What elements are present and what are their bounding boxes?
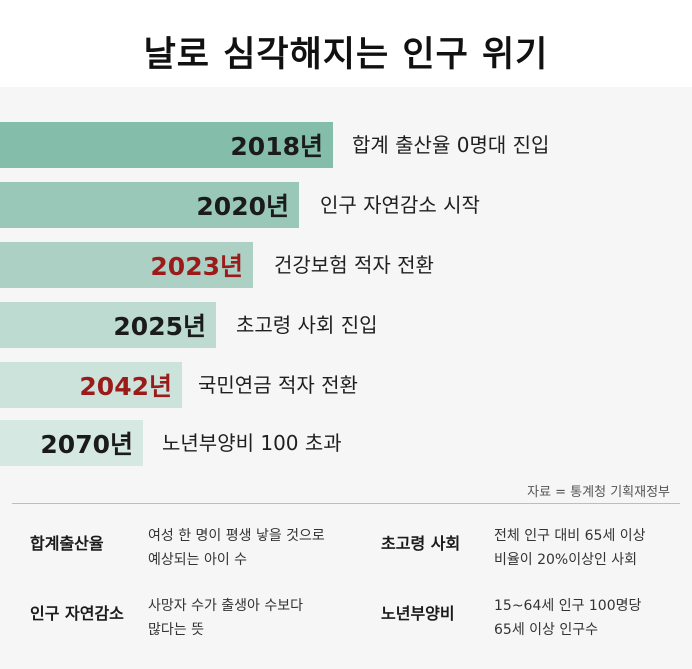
timeline-bar: 2023년 (0, 242, 253, 288)
timeline-bar: 2042년 (0, 362, 182, 408)
glossary-definition-line: 비율이 20%이상인 사회 (494, 552, 638, 568)
timeline-bar: 2070년 (0, 420, 143, 466)
page-title: 날로 심각해지는 인구 위기 (143, 35, 549, 75)
timeline-year: 2070년 (40, 430, 133, 459)
content-panel: 2018년 합계 출산율 0명대 진입 2020년 인구 자연감소 시작 202… (0, 87, 692, 669)
glossary-definition: 여성 한 명이 평생 낳을 것으로 예상되는 아이 수 (148, 524, 325, 572)
glossary-definition-line: 사망자 수가 출생아 수보다 (148, 598, 304, 614)
timeline-event: 합계 출산율 0명대 진입 (352, 133, 550, 157)
glossary-term: 노년부양비 (381, 604, 455, 623)
source-note: 자료 = 통계청 기획재정부 (527, 485, 670, 500)
timeline-year: 2025년 (113, 312, 206, 341)
glossary-term: 합계출산율 (30, 534, 104, 553)
glossary-definition-line: 많다는 뜻 (148, 622, 204, 638)
timeline-year: 2018년 (230, 132, 323, 161)
glossary-definition-line: 여성 한 명이 평생 낳을 것으로 (148, 528, 325, 544)
timeline-event: 인구 자연감소 시작 (320, 193, 480, 217)
glossary-definition-line: 예상되는 아이 수 (148, 552, 248, 568)
glossary-definition: 사망자 수가 출생아 수보다 많다는 뜻 (148, 594, 303, 642)
timeline-bar: 2020년 (0, 182, 299, 228)
glossary-definition-line: 65세 이상 인구수 (494, 622, 598, 638)
timeline-year: 2023년 (150, 252, 243, 281)
glossary-term: 초고령 사회 (381, 534, 461, 553)
timeline-event: 국민연금 적자 전환 (198, 373, 358, 397)
timeline-event: 노년부양비 100 초과 (162, 431, 342, 455)
divider (12, 503, 680, 504)
timeline-bar: 2025년 (0, 302, 216, 348)
glossary-definition-line: 전체 인구 대비 65세 이상 (494, 528, 646, 544)
glossary-definition: 15~64세 인구 100명당 65세 이상 인구수 (494, 594, 641, 642)
timeline-year: 2042년 (79, 372, 172, 401)
timeline-event: 건강보험 적자 전환 (274, 253, 434, 277)
timeline-event: 초고령 사회 진입 (236, 313, 378, 337)
timeline-bar: 2018년 (0, 122, 333, 168)
timeline-year: 2020년 (196, 192, 289, 221)
glossary-term: 인구 자연감소 (30, 604, 124, 623)
glossary-definition-line: 15~64세 인구 100명당 (494, 598, 642, 614)
glossary-definition: 전체 인구 대비 65세 이상 비율이 20%이상인 사회 (494, 524, 646, 572)
